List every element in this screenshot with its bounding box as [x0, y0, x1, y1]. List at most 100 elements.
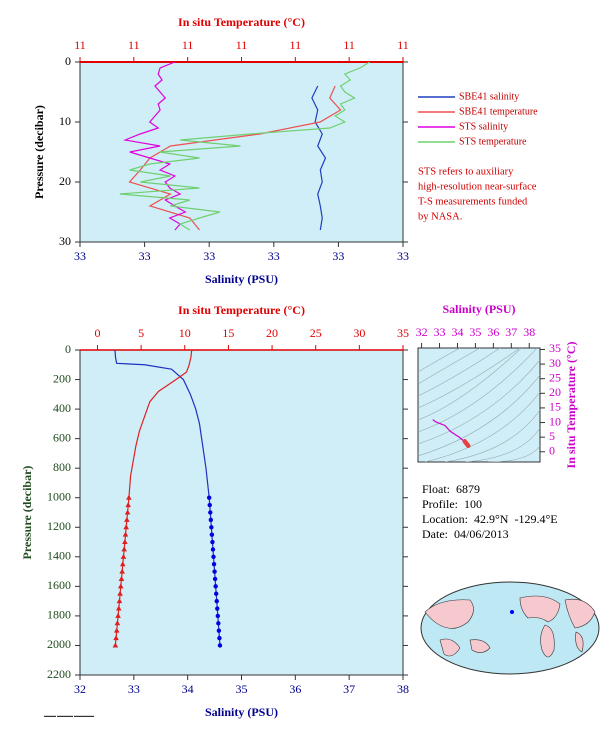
- y-tick-label: 2200: [47, 667, 71, 681]
- x2-tick-label: 15: [222, 326, 234, 340]
- data-point: [122, 539, 128, 545]
- data-line: [123, 62, 187, 231]
- plot-area: [417, 347, 541, 463]
- float-info: Profile: 100: [422, 497, 482, 511]
- x-tick-label: 36: [487, 325, 499, 339]
- y-tick-label: 20: [59, 174, 71, 188]
- data-point: [120, 553, 127, 559]
- x-tick-label: 32: [74, 682, 86, 696]
- x2-tick-label: 11: [74, 38, 86, 52]
- y-tick-label: 1000: [47, 489, 71, 503]
- annotation: by NASA.: [418, 211, 462, 222]
- data-point: [115, 605, 122, 611]
- x-tick-label: 33: [332, 249, 344, 263]
- data-point: [124, 516, 130, 522]
- data-point: [215, 606, 220, 611]
- data-point: [212, 569, 217, 574]
- data-point: [118, 575, 125, 581]
- data-line: [311, 85, 327, 231]
- x-tick-label: 33: [203, 249, 215, 263]
- y-tick-label: 400: [53, 401, 71, 415]
- x2-tick-label: 11: [236, 38, 248, 52]
- data-point: [212, 576, 218, 582]
- data-point: [215, 613, 221, 619]
- series-layer: [112, 350, 223, 648]
- data-point: [207, 495, 212, 500]
- y-tick-label: 2000: [47, 637, 71, 651]
- data-point: [213, 584, 218, 589]
- x2-tick-label: 20: [266, 326, 278, 340]
- data-point: [208, 510, 213, 515]
- y-tick-label: 600: [53, 430, 71, 444]
- data-point: [211, 562, 217, 567]
- data-point: [119, 561, 126, 567]
- y-tick-label: 10: [59, 114, 71, 128]
- data-point: [216, 621, 221, 626]
- y-tick-label: 30: [59, 234, 71, 248]
- data-point: [113, 635, 119, 641]
- x-tick-label: 33: [74, 249, 86, 263]
- y-axis-title: In situ Temperature (°C): [564, 342, 578, 469]
- x-tick-label: 33: [397, 249, 409, 263]
- annotation: T-S measurements funded: [418, 196, 528, 207]
- y-tick-label: 1800: [47, 608, 71, 622]
- data-point: [126, 494, 132, 500]
- x-tick-label: 38: [397, 682, 409, 696]
- x-tick-label: 33: [434, 325, 446, 339]
- x2-tick-label: 35: [397, 326, 409, 340]
- x2-tick-label: 25: [310, 326, 322, 340]
- y-tick-label: 0: [65, 54, 71, 68]
- float-location: [510, 610, 514, 614]
- y-tick-label: 25: [549, 370, 561, 384]
- x2-tick-label: 5: [138, 326, 144, 340]
- y-tick-label: 200: [53, 371, 71, 385]
- x2-axis-title: In situ Temperature (°C): [178, 303, 305, 317]
- legend-label: STS salinity: [459, 121, 508, 132]
- x2-axis-title: In situ Temperature (°C): [178, 15, 305, 29]
- x-tick-label: 32: [416, 325, 428, 339]
- annotation: high-resolution near-surface: [418, 181, 537, 192]
- x2-tick-label: 11: [290, 38, 302, 52]
- footer-mark: ▬▬▬ ▬▬▬▬ ▬▬▬▬▬: [44, 713, 94, 718]
- data-point: [208, 517, 214, 523]
- legend-label: STS temperature: [459, 136, 527, 147]
- data-point: [116, 598, 123, 604]
- data-point: [209, 525, 214, 530]
- x2-tick-label: 10: [179, 326, 191, 340]
- data-point: [210, 539, 215, 545]
- y-tick-label: 35: [549, 341, 561, 355]
- x-tick-label: 37: [505, 325, 517, 339]
- x2-tick-label: 11: [343, 38, 355, 52]
- world-map: [420, 581, 600, 675]
- y-tick-label: 20: [549, 385, 561, 399]
- data-point: [124, 509, 131, 515]
- x-tick-label: 38: [523, 325, 535, 339]
- y-tick-label: 0: [549, 444, 555, 458]
- y-axis-title: Pressure (decibar): [32, 105, 46, 199]
- data-point: [214, 598, 219, 604]
- x2-tick-label: 11: [182, 38, 194, 52]
- y-tick-label: 15: [549, 400, 561, 414]
- x-tick-label: 35: [469, 325, 481, 339]
- data-point: [211, 554, 216, 560]
- x2-tick-label: 30: [353, 326, 365, 340]
- data-point: [122, 531, 129, 537]
- data-line: [119, 62, 370, 231]
- data-point: [117, 583, 124, 589]
- float-info: Location: 42.9°N -129.4°E: [422, 512, 558, 526]
- series-layer: [432, 419, 471, 448]
- data-point: [125, 502, 131, 508]
- x-tick-label: 33: [268, 249, 280, 263]
- y-axis-title: Pressure (decibar): [20, 466, 34, 560]
- data-point: [119, 568, 125, 574]
- x2-tick-label: 0: [94, 326, 100, 340]
- x2-tick-label: 11: [128, 38, 140, 52]
- x-tick-label: 37: [343, 682, 355, 696]
- data-point: [217, 643, 223, 648]
- plot-area: [79, 61, 404, 243]
- x-tick-label: 36: [289, 682, 301, 696]
- data-line: [114, 350, 221, 646]
- data-point: [113, 627, 120, 633]
- y-tick-label: 800: [53, 460, 71, 474]
